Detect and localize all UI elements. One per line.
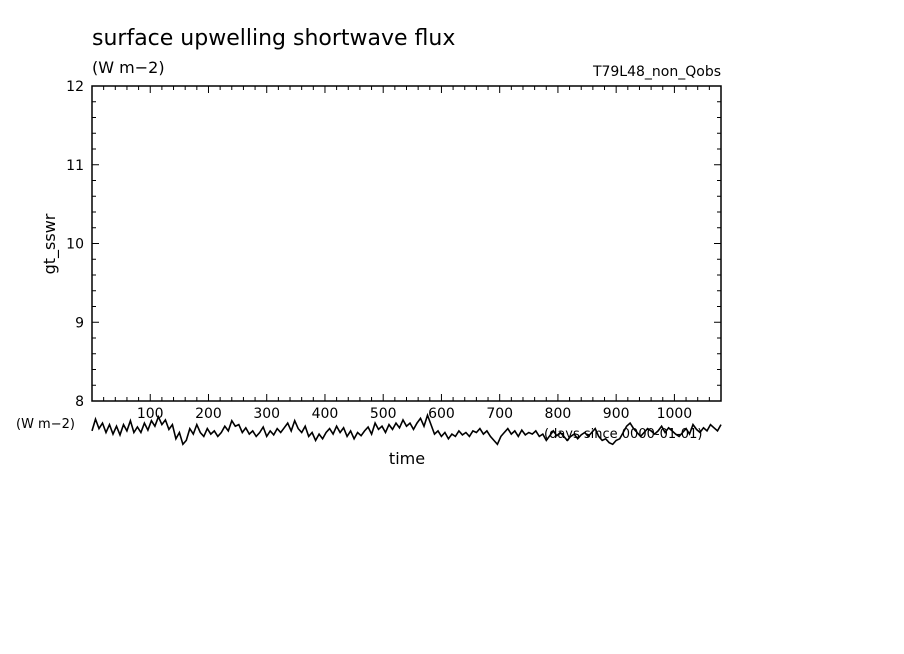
x-tick-labels: 100 200 300 400 500 600 700 800 900 1000 (137, 406, 692, 422)
x-tick-label: 900 (603, 406, 630, 422)
x-tick-label: 400 (312, 406, 339, 422)
x-tick-label: 700 (486, 406, 513, 422)
x-tick-label: 200 (195, 406, 222, 422)
y-tick-label: 12 (66, 79, 84, 95)
x-tick-label: 300 (253, 406, 280, 422)
x-tick-label: 500 (370, 406, 397, 422)
chart-title: surface upwelling shortwave flux (92, 26, 455, 51)
y-axis-units: (W m−2) (16, 417, 75, 432)
y-tick-label: 11 (66, 158, 84, 174)
y-tick-labels: 8 9 10 11 12 (66, 79, 84, 410)
y-tick-label: 10 (66, 237, 84, 253)
chart-units: (W m−2) (92, 58, 165, 77)
axis-ticks (92, 86, 721, 401)
x-tick-label: 800 (545, 406, 572, 422)
x-axis-label: time (389, 449, 425, 468)
x-tick-label: 100 (137, 406, 164, 422)
y-axis-label: gt_sswr (40, 213, 60, 274)
run-label: T79L48_non_Qobs (592, 64, 721, 80)
x-tick-label: 600 (428, 406, 455, 422)
plot-frame (91, 85, 722, 402)
series-line (91, 412, 722, 446)
x-axis-units: (days since 0000-01-01) (544, 427, 702, 442)
y-tick-label: 8 (75, 394, 84, 410)
y-tick-label: 9 (75, 315, 84, 331)
x-tick-label: 1000 (657, 406, 693, 422)
